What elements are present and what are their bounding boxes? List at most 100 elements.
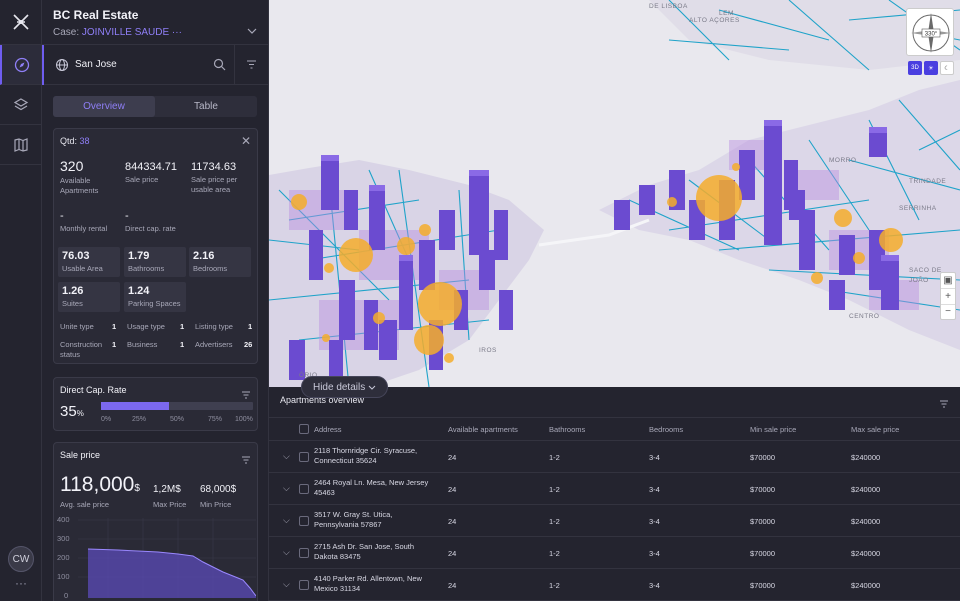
table-row[interactable]: ⌵ 2118 Thornridge Cir. Syracuse, Connectic… [269,441,960,473]
chevron-down-icon[interactable]: ⌵ [283,451,290,461]
zoom-out-button[interactable]: − [945,306,951,317]
row-checkbox[interactable] [299,484,309,494]
chevron-down-icon[interactable]: ⌵ [283,579,290,589]
zoom-in-button[interactable]: + [941,289,955,305]
min-price-cell: $70000 [750,517,776,526]
min-price-cell: $70000 [750,485,776,494]
count-label: Listing type [195,322,233,331]
metric-value: 1.26 [62,285,84,297]
hide-details-label: Hide details [312,381,366,393]
avg-unit: $ [134,483,140,494]
compass-readout: 330° [925,32,938,38]
filter-icon[interactable] [241,451,251,469]
stat-direct-cap-rate: - Direct cap. rate [125,210,176,234]
price-area [88,549,256,598]
row-checkbox[interactable] [299,580,309,590]
chevron-down-icon[interactable] [247,26,257,36]
moon-icon[interactable]: ☾ [940,61,954,75]
metric-value: 76.03 [62,250,90,262]
count-advertisers: Advertisers 26 [195,340,255,349]
row-checkbox[interactable] [299,516,309,526]
table-header: Address Available apartments Bathrooms B… [269,417,960,441]
count-value: 1 [180,340,185,349]
compass-nav-icon[interactable] [0,45,41,85]
metric-label: Usable Area [62,264,103,273]
user-avatar[interactable]: CW [8,546,34,572]
layers-icon[interactable] [0,85,41,125]
bathrooms-cell: 1-2 [549,581,560,590]
column-header[interactable]: Min sale price [750,425,797,434]
table-row[interactable]: ⌵ 2464 Royal Ln. Mesa, New Jersey 45463 24 1… [269,473,960,505]
bedrooms-cell: 3-4 [649,549,660,558]
table-row[interactable]: ⌵ 2715 Ash Dr. San Jose, South Dakota 8347… [269,537,960,569]
available-cell: 24 [448,485,457,494]
sale-title: Sale price [60,450,101,460]
address-line-1: 2464 Royal Ln. Mesa, New Jersey [314,478,429,487]
mode-3d-button[interactable]: 3D [908,61,922,75]
map-view[interactable]: DE LISBOA LEM ALTO AÇORES MORRO SERRINHA TRIN… [269,0,960,387]
column-header[interactable]: Bedrooms [649,425,684,434]
hide-details-button[interactable]: Hide details [301,376,388,398]
table-row[interactable]: ⌵ 3517 W. Gray St. Utica, Pennsylvania 578… [269,505,960,537]
column-header[interactable]: Address [314,425,342,434]
address-cell: 2715 Ash Dr. San Jose, South Dakota 83475 [314,542,414,562]
count-value: 1 [180,322,185,331]
stat-value: - [60,210,64,222]
more-options-icon[interactable]: ··· [15,576,27,590]
location-selector[interactable]: San Jose [42,44,204,85]
filter-icon[interactable] [241,386,251,404]
select-all-checkbox[interactable] [299,424,309,434]
metric-label: Parking Spaces [128,299,181,308]
globe-icon [56,58,68,71]
stat-label: Sale price per usable area [191,175,238,194]
count-unite-type: Unite type 1 [60,322,120,331]
address-line-2: Dakota 83475 [314,552,361,561]
avg-label: Avg. sale price [60,500,110,509]
chevron-down-icon[interactable]: ⌵ [283,547,290,557]
count-value: 26 [244,340,253,349]
location-bar: San Jose [42,44,268,85]
close-icon[interactable]: ✕ [240,134,251,148]
price-line [87,548,256,597]
tab-overview[interactable]: Overview [53,96,155,117]
compass-widget[interactable]: 330° [906,8,954,56]
bathrooms-cell: 1-2 [549,485,560,494]
row-checkbox[interactable] [299,548,309,558]
layers-square-icon[interactable]: ▣ [941,273,955,289]
max-price-cell: $240000 [851,517,881,526]
row-checkbox[interactable] [299,452,309,462]
place-label: IROS [479,347,497,354]
y-tick: 200 [57,553,70,562]
search-icon[interactable] [204,58,234,71]
min-price-cell: $70000 [750,581,776,590]
icon-rail: CW ··· [0,0,42,601]
metric-parking-spaces: 1.24 Parking Spaces [124,282,186,312]
case-selector[interactable]: Case: JOINVILLE SAUDE ··· [53,27,257,38]
address-cell: 3517 W. Gray St. Utica, Pennsylvania 5786… [314,510,392,530]
chevron-down-icon[interactable]: ⌵ [283,515,290,525]
filter-icon[interactable] [939,395,949,413]
column-header[interactable]: Max sale price [851,425,900,434]
count-usage-type: Usage type 1 [127,322,187,331]
chevron-down-icon [368,385,376,390]
available-cell: 24 [448,453,457,462]
filter-icon[interactable] [234,44,268,85]
place-label: CENTRO [849,313,879,320]
chevron-down-icon[interactable]: ⌵ [283,483,290,493]
metric-label: Bathrooms [128,264,165,273]
metric-label: Bedrooms [193,264,228,273]
sun-icon[interactable]: ☀ [924,61,938,75]
stat-label: Sale price [125,175,159,184]
table-row[interactable]: ⌵ 4140 Parker Rd. Allentown, New Mexico 31… [269,569,960,601]
sidebar: BC Real Estate Case: JOINVILLE SAUDE ···… [42,0,269,601]
metric-bedrooms: 2.16 Bedrooms [189,247,251,277]
available-cell: 24 [448,581,457,590]
column-header[interactable]: Bathrooms [549,425,586,434]
tab-table[interactable]: Table [194,101,218,112]
map-icon[interactable] [0,125,41,165]
column-header[interactable]: Available apartments [448,425,518,434]
app-logo-icon[interactable] [0,0,41,45]
summary-card: Qtd: 38 ✕ 320 Available Apartments 844334… [53,128,258,364]
